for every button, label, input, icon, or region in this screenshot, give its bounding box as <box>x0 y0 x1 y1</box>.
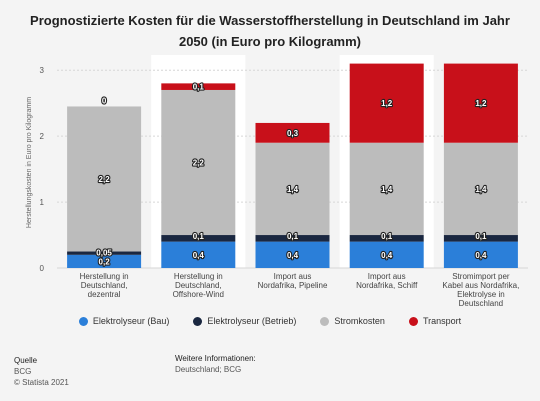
y-tick-label: 1 <box>40 198 45 207</box>
legend-swatch <box>193 316 203 326</box>
bar-segment <box>349 63 424 143</box>
bar-segment <box>443 241 518 268</box>
x-tick-label: Stromimport per Kabel aus Nordafrika, Elek… <box>442 272 519 308</box>
info-block: Weitere Informationen: Deutschland; BCG <box>175 353 256 375</box>
legend-label: Elektrolyseur (Betrieb) <box>207 316 297 326</box>
data-label: 2,2 <box>99 175 111 184</box>
bar-segment <box>349 142 424 236</box>
bar-segment <box>349 241 424 268</box>
info-heading: Weitere Informationen: <box>175 354 256 363</box>
data-label: 1,4 <box>475 185 487 194</box>
bar-segment <box>443 235 518 242</box>
x-tick-label: Herstellung in Deutschland, dezentral <box>80 272 129 299</box>
copyright-text: © Statista 2021 <box>14 378 69 387</box>
bar-segment <box>255 241 330 268</box>
y-tick-label: 0 <box>40 264 45 273</box>
legend: Elektrolyseur (Bau) Elektrolyseur (Betrie… <box>0 316 540 326</box>
source-block: Quelle BCG © Statista 2021 <box>14 355 69 388</box>
bar-segment <box>255 122 330 143</box>
bar-segment <box>161 89 236 236</box>
data-label: 0,1 <box>193 232 205 241</box>
bar-segment <box>255 235 330 242</box>
data-label: 1,4 <box>287 185 299 194</box>
data-label: 0 <box>102 96 107 105</box>
legend-label: Elektrolyseur (Bau) <box>92 316 170 326</box>
legend-swatch <box>78 316 88 326</box>
bar-segment <box>67 251 142 255</box>
legend-swatch <box>320 316 330 326</box>
x-tick-label: Herstellung in Deutschland, Offshore-Wind <box>173 272 224 299</box>
legend-swatch <box>408 316 418 326</box>
info-text: Deutschland; BCG <box>175 365 242 374</box>
legend-item: Elektrolyseur (Betrieb) <box>193 316 296 326</box>
legend-item: Stromkosten <box>320 316 385 326</box>
bar-segment <box>443 142 518 236</box>
source-text: BCG <box>14 367 32 376</box>
y-tick-label: 3 <box>40 66 45 75</box>
legend-item: Transport <box>408 316 462 326</box>
data-label: 0,4 <box>475 251 487 260</box>
bar-segment <box>161 241 236 268</box>
data-label: 1,2 <box>381 99 393 108</box>
x-tick-label: Import aus Nordafrika, Schiff <box>356 272 418 290</box>
data-label: 0,4 <box>287 251 299 260</box>
legend-label: Transport <box>422 316 462 326</box>
bar-segment <box>255 142 330 236</box>
bar-segment <box>67 106 142 252</box>
chart-title: Prognostizierte Kosten für die Wassersto… <box>30 13 510 49</box>
source-heading: Quelle <box>14 356 38 365</box>
bar-segment <box>67 254 142 268</box>
data-label: 0,3 <box>287 129 299 138</box>
data-label: 1,2 <box>475 99 487 108</box>
data-label: 0,1 <box>475 232 487 241</box>
data-label: 0,1 <box>193 83 205 92</box>
x-tick-label: Import aus Nordafrika, Pipeline <box>258 272 328 290</box>
bar-segment <box>443 63 518 143</box>
data-label: 0,4 <box>193 251 205 260</box>
bar-segment <box>349 235 424 242</box>
data-label: 0,2 <box>99 257 111 266</box>
data-label: 2,2 <box>193 159 205 168</box>
data-label: 0,1 <box>287 232 299 241</box>
y-tick-label: 2 <box>40 132 45 141</box>
legend-item: Elektrolyseur (Bau) <box>78 316 170 326</box>
bar-segment <box>161 83 236 90</box>
data-label: 0,05 <box>96 249 112 258</box>
data-label: 0,4 <box>381 251 393 260</box>
data-label: 0,1 <box>381 232 393 241</box>
bar-segment <box>161 235 236 242</box>
y-axis-label: Herstellungskosten in Euro pro Kilogramm <box>26 97 33 228</box>
data-label: 1,4 <box>381 185 393 194</box>
legend-label: Stromkosten <box>334 316 385 326</box>
